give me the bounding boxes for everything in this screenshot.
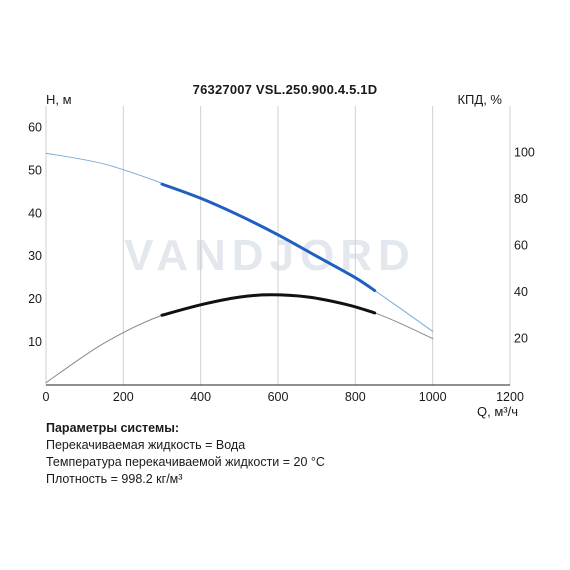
- y-left-tick-label-1: 20: [28, 292, 42, 306]
- x-tick-label-3: 600: [268, 390, 289, 404]
- y-axis-left-label: H, м: [46, 92, 72, 107]
- x-axis-label: Q, м³/ч: [477, 404, 518, 419]
- series-line-3: [160, 293, 377, 317]
- x-tick-label-2: 400: [190, 390, 211, 404]
- y-left-tick-label-5: 60: [28, 120, 42, 134]
- chart-title: 76327007 VSL.250.900.4.5.1D: [192, 82, 378, 97]
- y-right-tick-label-2: 60: [514, 239, 528, 253]
- y-left-tick-label-0: 10: [28, 335, 42, 349]
- system-parameters: Параметры системы: Перекачиваемая жидкос…: [46, 420, 325, 488]
- y-axis-right-label: КПД, %: [457, 92, 502, 107]
- param-temperature: Температура перекачиваемой жидкости = 20…: [46, 455, 325, 469]
- y-left-tick-label-4: 50: [28, 163, 42, 177]
- y-left-tick-label-2: 30: [28, 249, 42, 263]
- series-line-1: [160, 182, 377, 293]
- x-tick-label-0: 0: [43, 390, 50, 404]
- y-right-tick-label-3: 80: [514, 192, 528, 206]
- x-tick-label-4: 800: [345, 390, 366, 404]
- y-right-tick-label-0: 20: [514, 332, 528, 346]
- x-tick-label-6: 1200: [496, 390, 524, 404]
- y-left-tick-label-3: 40: [28, 206, 42, 220]
- x-tick-label-5: 1000: [419, 390, 447, 404]
- series-line-2: [45, 294, 434, 384]
- param-fluid: Перекачиваемая жидкость = Вода: [46, 438, 246, 452]
- y-right-tick-label-4: 100: [514, 146, 535, 160]
- x-tick-label-1: 200: [113, 390, 134, 404]
- param-density: Плотность = 998.2 кг/м³: [46, 472, 183, 486]
- system-parameters-heading: Параметры системы:: [46, 421, 180, 435]
- y-right-tick-label-1: 40: [514, 285, 528, 299]
- watermark-logo: VANDJORD: [124, 231, 416, 280]
